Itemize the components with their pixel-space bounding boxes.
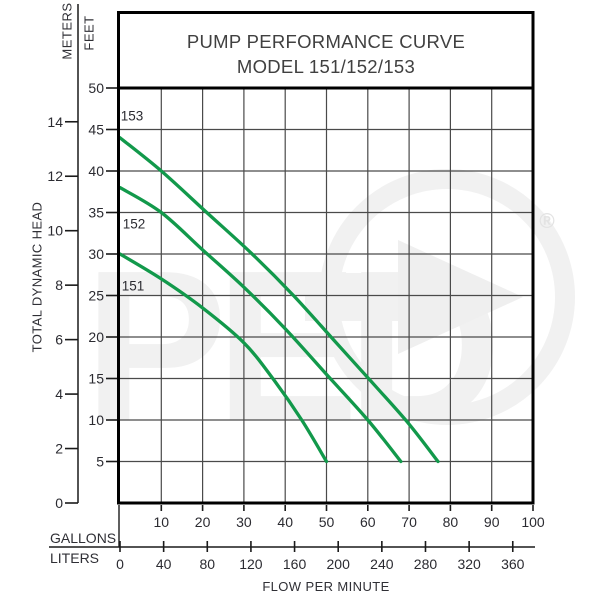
curve-label-151: 151	[121, 278, 145, 294]
x-axis-title: FLOW PER MINUTE	[262, 579, 390, 594]
gallons-tick-label: 30	[236, 514, 252, 530]
gallons-tick-label: 20	[195, 514, 211, 530]
gallons-tick-label: 70	[401, 514, 417, 530]
liters-tick-label: 320	[457, 556, 481, 572]
meters-tick-label: 2	[55, 441, 63, 457]
feet-tick-label: 50	[88, 80, 104, 96]
feet-tick-label: 40	[88, 163, 104, 179]
watermark-arrow-head	[398, 240, 523, 354]
watermark-arrow-shaft	[305, 273, 405, 321]
curve-label-153: 153	[120, 108, 144, 124]
performance-curve-151	[118, 252, 329, 464]
chart-title: PUMP PERFORMANCE CURVE MODEL 151/152/153	[120, 14, 532, 79]
gallons-tick-label: 60	[360, 514, 376, 530]
feet-tick-label: 30	[88, 246, 104, 262]
feet-tick-label: 10	[88, 412, 104, 428]
liters-tick-label: 160	[283, 556, 307, 572]
meters-tick-label: 12	[47, 168, 63, 184]
liters-row-label: LITERS	[50, 550, 100, 566]
liters-tick-label: 40	[156, 556, 172, 572]
registered-trademark-watermark: ®	[539, 210, 555, 233]
gallons-tick-label: 90	[484, 514, 500, 530]
meters-unit-label: METERS	[59, 2, 75, 60]
gallons-tick-label: 100	[521, 514, 545, 530]
y-axis-title: TOTAL DYNAMIC HEAD	[29, 201, 45, 353]
meters-tick-label: 8	[55, 277, 63, 293]
meters-tick-label: 4	[55, 386, 63, 402]
meters-tick-label: 14	[47, 114, 63, 130]
performance-curve-152	[118, 185, 403, 464]
gallons-row-label: GALLONS	[50, 530, 117, 546]
feet-tick-label: 5	[96, 454, 104, 470]
gallons-tick-label: 80	[443, 514, 459, 530]
plot-outer-border	[117, 11, 535, 505]
feet-unit-label: FEET	[81, 15, 97, 51]
liters-tick-label: 0	[116, 556, 124, 572]
chart-title-line2: MODEL 151/152/153	[236, 56, 416, 77]
gallons-tick-label: 50	[319, 514, 335, 530]
meters-tick-label: 6	[55, 332, 63, 348]
feet-tick-label: 25	[88, 288, 104, 304]
performance-curve-153	[118, 136, 440, 464]
liters-tick-label: 80	[199, 556, 215, 572]
feet-tick-label: 35	[88, 205, 104, 221]
feet-tick-label: 15	[88, 371, 104, 387]
gallons-tick-label: 10	[154, 514, 170, 530]
liters-tick-label: 360	[501, 556, 525, 572]
chart-title-line1: PUMP PERFORMANCE CURVE	[186, 31, 466, 52]
feet-tick-label: 20	[88, 329, 104, 345]
feet-tick-label: 45	[88, 122, 104, 138]
curve-label-152: 152	[122, 216, 146, 232]
liters-tick-label: 120	[239, 556, 263, 572]
meters-tick-label: 10	[47, 223, 63, 239]
gallons-tick-label: 40	[277, 514, 293, 530]
liters-tick-label: 200	[327, 556, 351, 572]
meters-tick-label: 0	[55, 495, 63, 511]
liters-tick-label: 240	[370, 556, 394, 572]
liters-tick-label: 280	[414, 556, 438, 572]
